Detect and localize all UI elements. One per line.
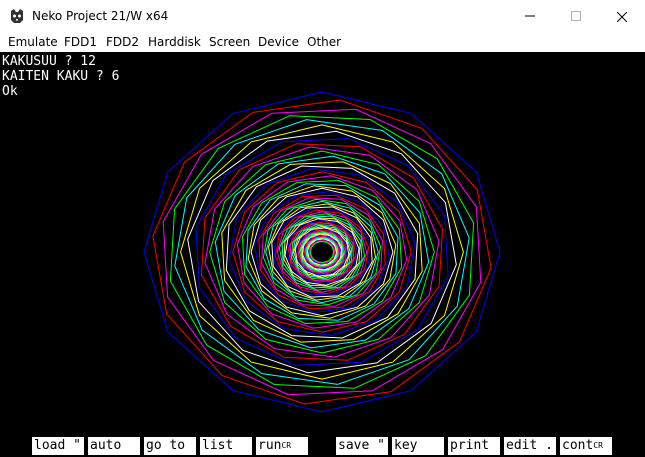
terminal-line: KAITEN KAKU ? 6	[2, 69, 120, 84]
spiral-polygon	[247, 185, 397, 319]
fkey-run[interactable]: runCR	[256, 437, 308, 455]
spiral-polygon	[245, 183, 399, 321]
spiral-polygon	[289, 222, 355, 282]
spiral-polygon	[225, 165, 419, 339]
maximize-icon	[571, 11, 581, 21]
spiral-polygon	[273, 208, 371, 296]
spiral-polygon	[214, 155, 430, 349]
window-title: Neko Project 21/W x64	[32, 9, 169, 23]
spiral-polygon	[302, 234, 342, 270]
fkey-edit[interactable]: edit .	[504, 437, 556, 455]
menu-other[interactable]: Other	[307, 35, 342, 49]
spiral-polygon	[301, 233, 343, 271]
menu-screen[interactable]: Screen	[209, 35, 251, 49]
spiral-polygon	[306, 238, 338, 266]
spiral-polygon	[309, 240, 335, 264]
spiral-polygon	[162, 108, 482, 396]
spiral-polygon	[232, 171, 412, 333]
title-bar[interactable]: Neko Project 21/W x64	[0, 0, 645, 32]
spiral-polygon	[302, 234, 342, 270]
spiral-polygon	[267, 203, 377, 301]
fkey-print[interactable]: print	[448, 437, 500, 455]
spiral-center	[313, 243, 331, 261]
spiral-polygon	[307, 238, 337, 266]
function-key-bar: load " auto go to list runCR save " key …	[0, 437, 645, 457]
spiral-polygon	[284, 218, 360, 286]
spiral-polygon	[309, 240, 335, 264]
spiral-polygon	[278, 213, 366, 291]
spiral-polygon	[254, 190, 390, 314]
maximize-button[interactable]	[553, 0, 599, 32]
spiral-polygon	[228, 167, 416, 337]
spiral-polygon	[271, 206, 373, 298]
spiral-polygon	[297, 229, 347, 275]
spiral-polygon	[195, 138, 449, 366]
fkey-cont[interactable]: contCR	[560, 437, 612, 455]
spiral-polygon	[276, 211, 368, 293]
menu-harddisk[interactable]: Harddisk	[148, 35, 201, 49]
menu-fdd2[interactable]: FDD2	[106, 35, 140, 49]
terminal-line: KAKUSUU ? 12	[2, 54, 96, 69]
spiral-polygon	[303, 235, 341, 269]
spiral-polygon	[306, 237, 338, 267]
spiral-polygon	[298, 230, 346, 274]
spiral-polygon	[300, 232, 344, 272]
spiral-polygon	[285, 219, 359, 285]
spiral-polygon	[293, 226, 351, 278]
menu-fdd1[interactable]: FDD1	[64, 35, 98, 49]
spiral-polygon	[250, 187, 394, 317]
spiral-polygon	[291, 224, 353, 280]
spiral-polygon	[305, 237, 339, 267]
spiral-polygon	[169, 115, 475, 389]
spiral-polygon	[187, 130, 457, 374]
spiral-polygon	[180, 124, 464, 380]
fkey-goto[interactable]: go to	[144, 437, 196, 455]
polygon-spiral-graphic	[143, 91, 501, 413]
fkey-list[interactable]: list	[200, 437, 252, 455]
spiral-polygon	[265, 200, 379, 304]
spiral-polygon	[200, 143, 444, 361]
menu-bar: Emulate FDD1 FDD2 Harddisk Screen Device…	[0, 32, 645, 52]
spiral-polygon	[296, 228, 348, 276]
fkey-load[interactable]: load "	[32, 437, 84, 455]
spiral-polygon	[152, 99, 492, 405]
spiral-polygon	[241, 179, 403, 325]
emulator-screen[interactable]: KAKUSUU ? 12 KAITEN KAKU ? 6 Ok	[0, 52, 645, 457]
menu-device[interactable]: Device	[258, 35, 300, 49]
spiral-polygon	[258, 194, 386, 310]
spiral-polygon	[262, 198, 382, 306]
menu-emulate[interactable]: Emulate	[8, 35, 58, 49]
spiral-polygon	[292, 225, 352, 279]
spiral-polygon	[221, 161, 423, 343]
close-icon	[616, 11, 628, 22]
spiral-polygon	[287, 221, 357, 283]
minimize-icon	[525, 15, 535, 17]
spiral-polygon	[174, 119, 470, 385]
cat-face-icon	[10, 9, 24, 23]
spiral-polygon	[308, 240, 336, 264]
spiral-polygon	[274, 209, 370, 295]
spiral-polygon	[236, 175, 408, 329]
spiral-polygon	[283, 217, 361, 287]
spiral-polygon	[304, 236, 340, 268]
spiral-polygon	[308, 239, 336, 265]
spiral-polygon	[209, 150, 435, 354]
fkey-save[interactable]: save "	[336, 437, 388, 455]
fkey-auto[interactable]: auto	[88, 437, 140, 455]
terminal-line: Ok	[2, 84, 18, 99]
spiral-polygon	[261, 197, 383, 307]
spiral-polygon	[299, 231, 345, 273]
minimize-button[interactable]	[507, 0, 553, 32]
fkey-key[interactable]: key	[392, 437, 444, 455]
spiral-polygon	[143, 91, 501, 413]
spiral-polygon	[204, 146, 440, 358]
spiral-polygon	[281, 215, 363, 289]
spiral-polygon	[294, 227, 350, 277]
close-button[interactable]	[599, 0, 645, 32]
